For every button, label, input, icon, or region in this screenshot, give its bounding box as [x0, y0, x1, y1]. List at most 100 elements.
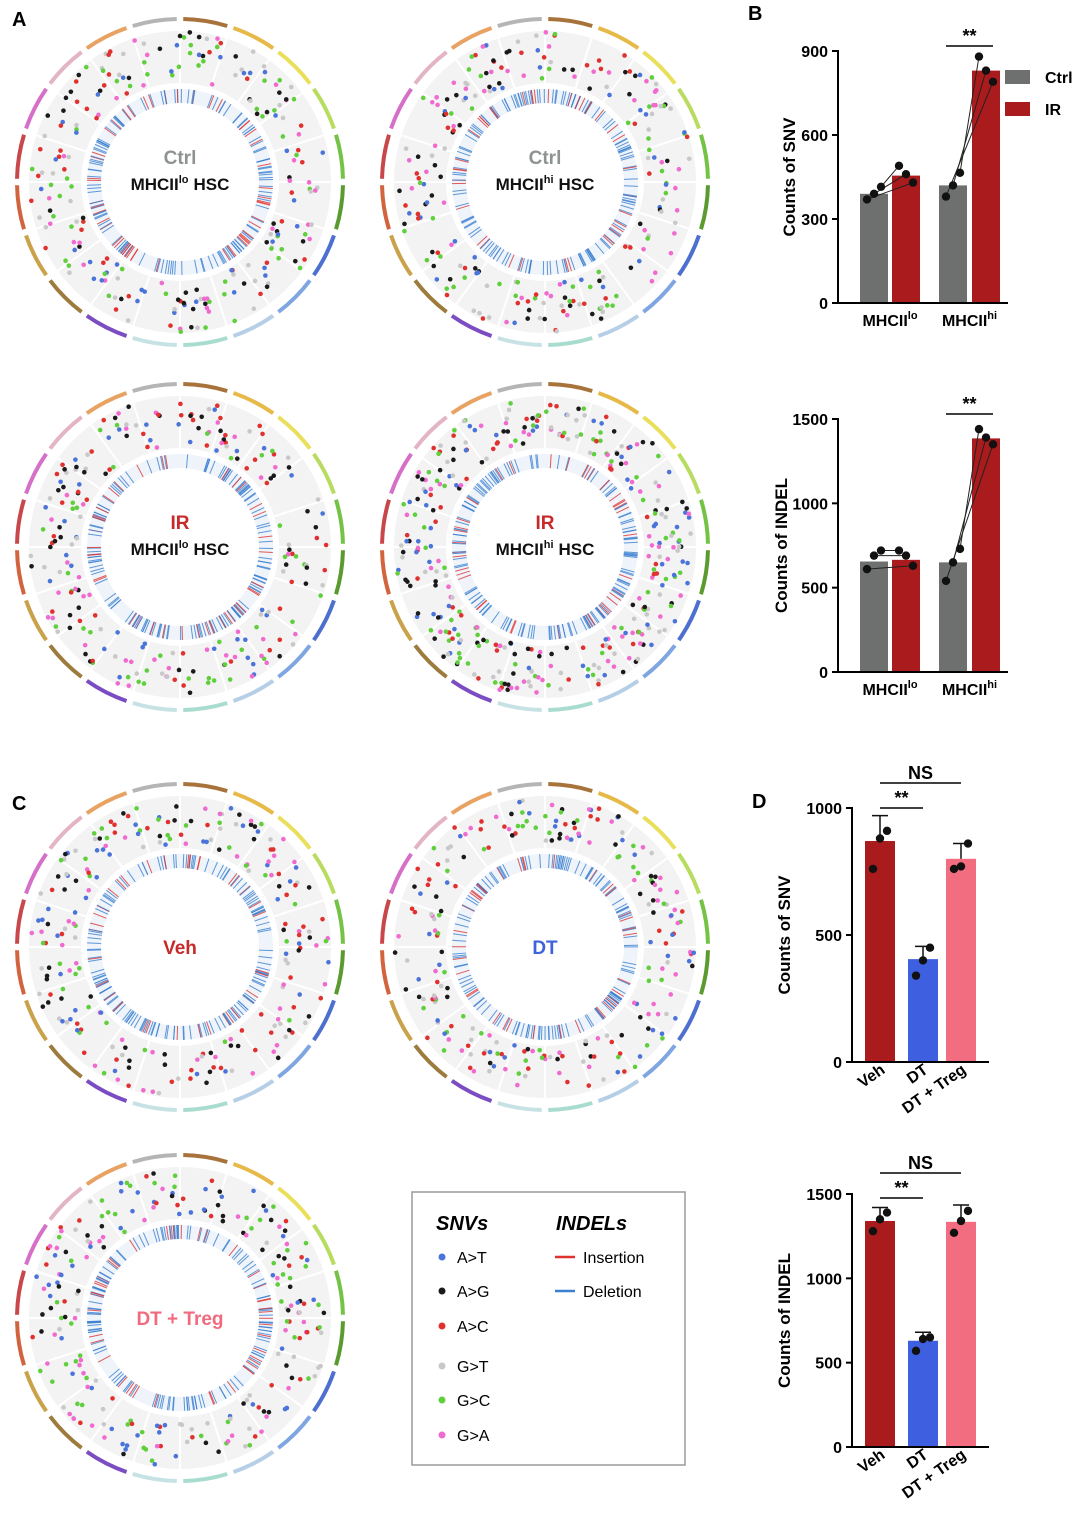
snv-dot — [659, 168, 665, 174]
indel-tick — [617, 910, 631, 917]
indel-tick — [251, 1278, 265, 1285]
snv-dot — [520, 810, 525, 815]
snv-dot — [114, 95, 119, 101]
circos-plot: DT + Treg — [15, 1153, 345, 1483]
snv-dot — [522, 425, 527, 430]
snv-dot — [73, 586, 78, 592]
data-point — [918, 956, 928, 965]
track-separator — [35, 1270, 88, 1289]
snv-dot — [212, 407, 218, 412]
indel-tick — [102, 494, 115, 504]
indel-tick — [476, 1000, 488, 1011]
snv-dot — [433, 579, 438, 584]
snv-dot — [229, 1068, 235, 1074]
snv-dot — [123, 426, 129, 431]
snv-dot — [401, 501, 407, 507]
indel-tick — [211, 619, 218, 633]
snv-dot — [445, 868, 450, 874]
snv-dot — [268, 231, 274, 237]
indel-tick — [101, 224, 115, 234]
track-separator — [35, 499, 88, 518]
snv-dot — [188, 1076, 193, 1081]
snv-dot — [444, 97, 450, 102]
indel-tick — [87, 1323, 102, 1327]
snv-dot — [628, 265, 634, 271]
indel-tick — [620, 967, 635, 973]
track-separator — [89, 1194, 124, 1240]
snv-dot — [574, 434, 580, 439]
indel-tick — [608, 992, 621, 1002]
indel-tick — [225, 1011, 235, 1024]
snv-dot — [585, 673, 591, 679]
track-separator — [400, 899, 453, 918]
indel-tick — [618, 208, 633, 215]
indel-tick — [604, 885, 616, 896]
snv-dot — [596, 58, 602, 63]
indel-tick — [584, 614, 593, 628]
snv-dot — [537, 653, 542, 659]
indel-tick — [204, 1229, 211, 1244]
track-separator — [56, 1374, 102, 1409]
significance-label: ** — [894, 1178, 908, 1198]
indel-tick — [87, 175, 102, 178]
indel-tick — [88, 529, 103, 533]
snv-dot — [173, 1453, 179, 1459]
indel-tick — [120, 242, 131, 255]
snv-dot — [284, 1405, 290, 1411]
indel-tick — [489, 471, 499, 484]
snv-dot — [280, 115, 286, 121]
indel-tick — [112, 1001, 124, 1012]
snv-dot — [279, 247, 285, 252]
snv-dot — [600, 309, 605, 315]
indel-tick — [132, 1385, 141, 1399]
snv-dot — [521, 73, 527, 79]
track-separator — [89, 1396, 124, 1442]
snv-dot — [306, 885, 312, 890]
data-point — [862, 195, 872, 204]
indel-tick — [505, 1018, 513, 1032]
snv-dot — [262, 265, 267, 271]
snv-dot — [215, 1202, 221, 1208]
indel-tick — [611, 897, 625, 906]
snv-dot — [444, 880, 450, 885]
indel-tick — [257, 1333, 272, 1338]
indel-tick — [90, 204, 105, 210]
snv-dot — [436, 451, 441, 457]
indel-tick — [505, 618, 513, 632]
indel-tick — [457, 974, 472, 981]
track-separator — [258, 1374, 304, 1409]
chromosome-arc — [497, 1101, 542, 1112]
indel-tick — [129, 1384, 139, 1397]
snv-dot — [687, 949, 693, 955]
snv-dot — [305, 222, 311, 227]
indel-tick — [552, 854, 556, 869]
snv-dot — [74, 505, 80, 511]
snv-dot — [144, 668, 150, 673]
snv-dot — [70, 500, 76, 506]
snv-dot — [421, 525, 427, 530]
indel-tick — [119, 475, 130, 487]
circos-subtitle: MHCIIhi HSC — [496, 539, 595, 559]
y-axis-title: Counts of SNV — [775, 875, 794, 995]
track-separator — [601, 625, 636, 671]
snv-dot — [49, 517, 54, 522]
snv-dot — [288, 84, 294, 90]
snv-dot — [273, 82, 279, 88]
indel-tick — [622, 166, 637, 170]
snv-dot — [110, 1044, 115, 1050]
snv-dot — [318, 995, 324, 1001]
snv-dot — [645, 236, 650, 241]
indel-tick — [471, 124, 483, 135]
snv-dot — [659, 561, 665, 567]
snv-dot — [286, 542, 292, 548]
snv-dot — [40, 917, 45, 923]
indel-tick — [110, 119, 122, 130]
snv-dot — [402, 221, 407, 227]
indel-tick — [623, 553, 638, 557]
y-tick-label: 0 — [819, 665, 828, 682]
chromosome-arc — [597, 679, 640, 703]
snv-dot — [206, 309, 212, 314]
snv-dot — [83, 651, 88, 657]
indel-tick — [621, 198, 636, 203]
snv-dot — [463, 440, 469, 445]
